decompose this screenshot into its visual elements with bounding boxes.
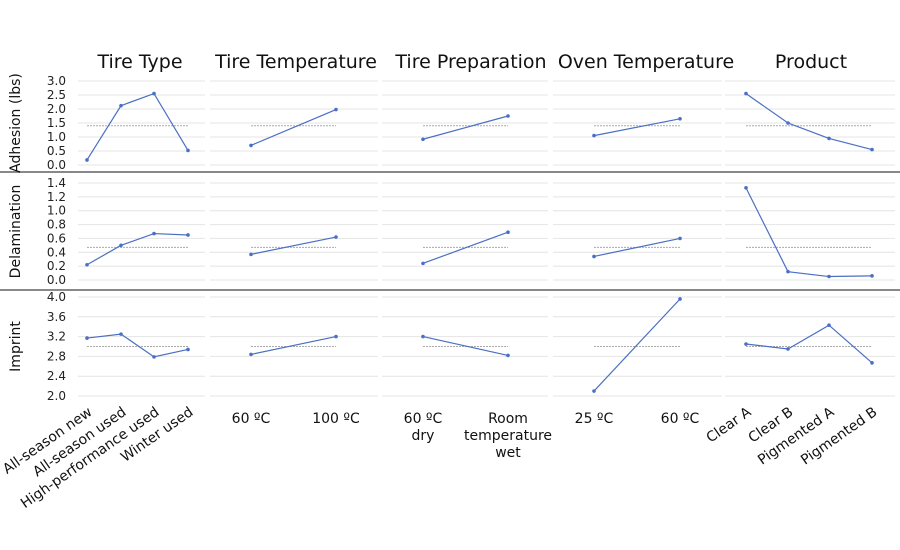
y-tick-label: 0.6 bbox=[47, 231, 66, 245]
panel-title: Tire Preparation bbox=[394, 51, 546, 73]
data-point bbox=[152, 91, 156, 96]
series-line bbox=[593, 118, 681, 137]
y-axis-label: Adhesion (lbs) bbox=[8, 73, 24, 173]
y-tick-label: 1.5 bbox=[47, 116, 66, 130]
series-line bbox=[422, 115, 509, 140]
x-tick-label: 60 ºC bbox=[661, 411, 700, 427]
data-point bbox=[421, 261, 425, 266]
data-point bbox=[119, 243, 123, 248]
data-point bbox=[786, 269, 790, 274]
y-tick-label: 2.4 bbox=[47, 369, 66, 383]
data-point bbox=[592, 389, 596, 393]
data-point bbox=[744, 91, 748, 96]
data-point bbox=[85, 336, 89, 340]
x-tick-label: Clear A bbox=[704, 404, 755, 446]
y-tick-label: 1.0 bbox=[47, 204, 66, 218]
x-tick-label: 25 ºC bbox=[575, 411, 614, 427]
data-point bbox=[870, 361, 874, 365]
series-line bbox=[86, 333, 189, 358]
data-point bbox=[421, 334, 425, 339]
data-point bbox=[506, 230, 510, 234]
data-point bbox=[334, 107, 338, 112]
data-point bbox=[744, 186, 748, 190]
y-tick-label: 0.2 bbox=[47, 259, 66, 273]
data-point bbox=[678, 236, 682, 241]
data-point bbox=[592, 254, 596, 259]
panel-title: Oven Temperature bbox=[558, 51, 734, 73]
data-point bbox=[827, 323, 831, 328]
y-tick-label: 4.0 bbox=[47, 290, 66, 304]
y-tick-label: 3.2 bbox=[47, 330, 66, 344]
y-tick-label: 2.0 bbox=[47, 389, 66, 403]
series-line bbox=[745, 93, 873, 151]
y-tick-label: 1.2 bbox=[47, 190, 66, 204]
data-point bbox=[870, 274, 874, 278]
x-tick-label: 60 ºC dry bbox=[404, 411, 443, 444]
series-line bbox=[593, 298, 681, 392]
series-line bbox=[86, 232, 189, 266]
y-tick-label: 2.5 bbox=[47, 88, 66, 102]
series-line bbox=[745, 324, 873, 364]
x-tick-label: Pigmented B bbox=[798, 404, 880, 468]
data-point bbox=[249, 252, 253, 257]
data-point bbox=[119, 332, 123, 336]
data-point bbox=[786, 347, 790, 351]
series-line bbox=[593, 237, 681, 258]
y-axis-label: Delamination bbox=[8, 185, 24, 279]
data-point bbox=[786, 121, 790, 125]
data-point bbox=[85, 262, 89, 267]
y-tick-label: 1.4 bbox=[47, 176, 66, 190]
data-point bbox=[506, 114, 510, 118]
data-point bbox=[744, 342, 748, 346]
data-point bbox=[152, 355, 156, 359]
series-line bbox=[250, 109, 337, 146]
data-point bbox=[678, 297, 682, 301]
series-line bbox=[422, 231, 509, 264]
x-tick-label: 100 ºC bbox=[312, 411, 360, 427]
series-line bbox=[422, 336, 509, 356]
data-point bbox=[678, 117, 682, 121]
y-axis-label: Imprint bbox=[8, 321, 24, 372]
y-tick-label: 2.8 bbox=[47, 349, 66, 363]
y-tick-label: 0.8 bbox=[47, 218, 66, 232]
data-point bbox=[249, 143, 253, 148]
data-point bbox=[186, 148, 190, 153]
panel-title: Tire Type bbox=[96, 51, 182, 73]
data-point bbox=[334, 235, 338, 239]
data-point bbox=[421, 137, 425, 142]
series-line bbox=[745, 187, 873, 278]
data-point bbox=[334, 334, 338, 339]
data-point bbox=[592, 133, 596, 138]
data-point bbox=[827, 274, 831, 279]
y-tick-label: 3.0 bbox=[47, 74, 66, 88]
x-tick-label: Room temperature wet bbox=[464, 411, 552, 461]
data-point bbox=[249, 352, 253, 357]
data-point bbox=[85, 158, 89, 162]
data-point bbox=[152, 231, 156, 236]
y-tick-label: 0.0 bbox=[47, 273, 66, 287]
y-tick-label: 1.0 bbox=[47, 130, 66, 144]
x-tick-label: 60 ºC bbox=[232, 411, 271, 427]
y-tick-label: 3.6 bbox=[47, 310, 66, 324]
y-tick-label: 0.4 bbox=[47, 245, 66, 259]
panel-title: Tire Temperature bbox=[214, 51, 377, 73]
data-point bbox=[827, 136, 831, 141]
series-line bbox=[250, 336, 337, 356]
data-point bbox=[186, 233, 190, 237]
series-line bbox=[86, 92, 189, 161]
data-point bbox=[506, 353, 510, 358]
data-point bbox=[870, 147, 874, 152]
y-tick-label: 0.5 bbox=[47, 144, 66, 158]
panel-title: Product bbox=[775, 51, 847, 73]
data-point bbox=[119, 103, 123, 108]
data-point bbox=[186, 347, 190, 352]
y-tick-label: 2.0 bbox=[47, 102, 66, 116]
series-line bbox=[250, 236, 337, 255]
y-tick-label: 0.0 bbox=[47, 158, 66, 172]
